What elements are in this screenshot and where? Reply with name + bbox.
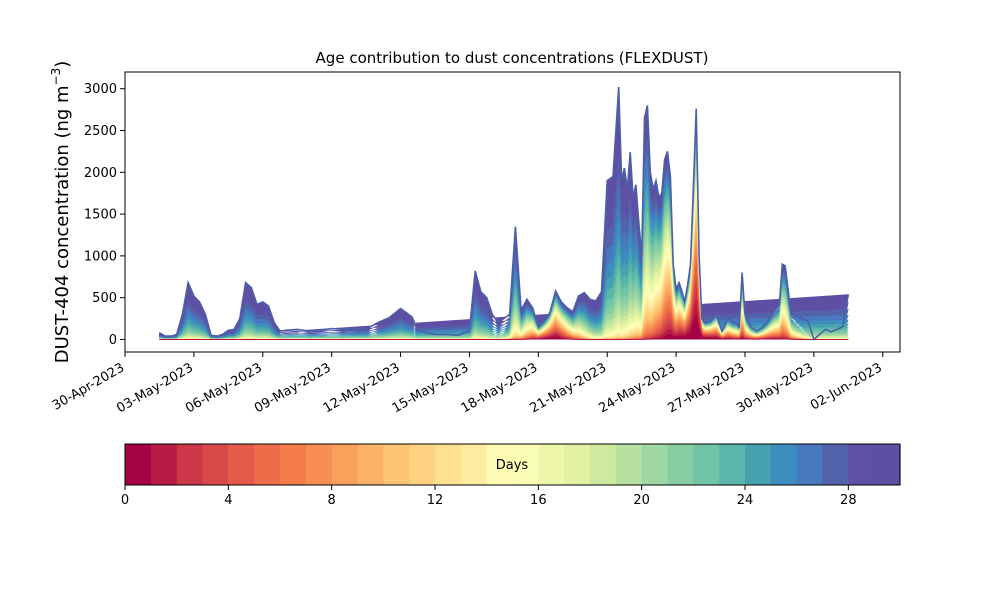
colorbar-tick-label: 24 <box>737 493 754 508</box>
plot-frame <box>124 71 901 353</box>
colorbar-segment <box>512 444 539 485</box>
x-tick-label: 24-May-2023 <box>596 360 678 416</box>
colorbar-segment <box>770 444 798 485</box>
colorbar-segment <box>590 444 617 485</box>
colorbar-segment <box>280 444 307 485</box>
plot-area <box>159 86 850 341</box>
colorbar-segment <box>641 444 669 485</box>
y-tick-label: 1000 <box>84 249 117 264</box>
colorbar-segment <box>745 444 772 485</box>
colorbar-tick-label: 12 <box>427 493 444 508</box>
colorbar-segment <box>409 444 436 485</box>
colorbar-segment <box>254 444 281 485</box>
colorbar-segment <box>538 444 565 485</box>
y-tick-label: 2500 <box>84 124 117 139</box>
colorbar-segment <box>305 444 333 485</box>
colorbar <box>125 444 901 485</box>
colorbar-segment <box>693 444 720 485</box>
age-band-0 <box>159 313 849 340</box>
x-tick-label: 27-May-2023 <box>665 360 747 416</box>
y-tick-label: 2000 <box>84 166 117 181</box>
colorbar-segment <box>874 444 901 485</box>
x-tick-label: 15-May-2023 <box>390 360 472 416</box>
y-tick-label: 1500 <box>84 208 117 223</box>
colorbar-segment <box>357 444 384 485</box>
colorbar-tick-label: 8 <box>328 493 336 508</box>
colorbar-segment <box>460 444 488 485</box>
y-axis-label: DUST-404 concentration (ng m−3) <box>49 61 73 364</box>
colorbar-segment <box>125 444 152 485</box>
y-tick-label: 500 <box>92 291 117 306</box>
colorbar-tick-label: 4 <box>224 493 232 508</box>
x-tick-label: 06-May-2023 <box>183 360 265 416</box>
x-tick-label: 02-Jun-2023 <box>808 360 885 413</box>
colorbar-segment <box>564 444 591 485</box>
colorbar-segment <box>848 444 875 485</box>
colorbar-segment <box>202 444 229 485</box>
colorbar-segment <box>228 444 255 485</box>
colorbar-segment <box>435 444 462 485</box>
colorbar-segment <box>486 444 514 485</box>
y-axis: 0 500 1000 1500 2000 2500 3000 <box>84 82 125 348</box>
colorbar-frame <box>124 443 901 486</box>
y-tick-label: 3000 <box>84 82 117 97</box>
colorbar-segment <box>383 444 410 485</box>
x-axis: 30-Apr-202303-May-202306-May-202309-May-… <box>50 352 885 416</box>
colorbar-tick-label: 0 <box>121 493 129 508</box>
colorbar-tick-label: 28 <box>840 493 857 508</box>
colorbar-segment <box>719 444 746 485</box>
x-tick-label: 30-May-2023 <box>734 360 816 416</box>
y-tick-label: 0 <box>109 333 117 348</box>
colorbar-label: Days <box>496 458 529 473</box>
colorbar-ticks: 0 4 8 12 16 20 24 28 <box>121 485 857 508</box>
x-tick-label: 18-May-2023 <box>459 360 541 416</box>
colorbar-segment <box>667 444 694 485</box>
x-tick-label: 09-May-2023 <box>252 360 334 416</box>
colorbar-segment <box>331 444 359 485</box>
chart-title: Age contribution to dust concentrations … <box>316 49 709 67</box>
colorbar-tick-label: 20 <box>633 493 650 508</box>
total-concentration-line <box>159 86 850 341</box>
x-tick-label: 12-May-2023 <box>321 360 403 416</box>
x-tick-label: 03-May-2023 <box>114 360 196 416</box>
colorbar-tick-label: 16 <box>530 493 547 508</box>
colorbar-segment <box>822 444 849 485</box>
colorbar-segment <box>615 444 643 485</box>
colorbar-segment <box>150 444 178 485</box>
x-tick-label: 21-May-2023 <box>528 360 610 416</box>
colorbar-segment <box>796 444 824 485</box>
colorbar-segment <box>176 444 204 485</box>
